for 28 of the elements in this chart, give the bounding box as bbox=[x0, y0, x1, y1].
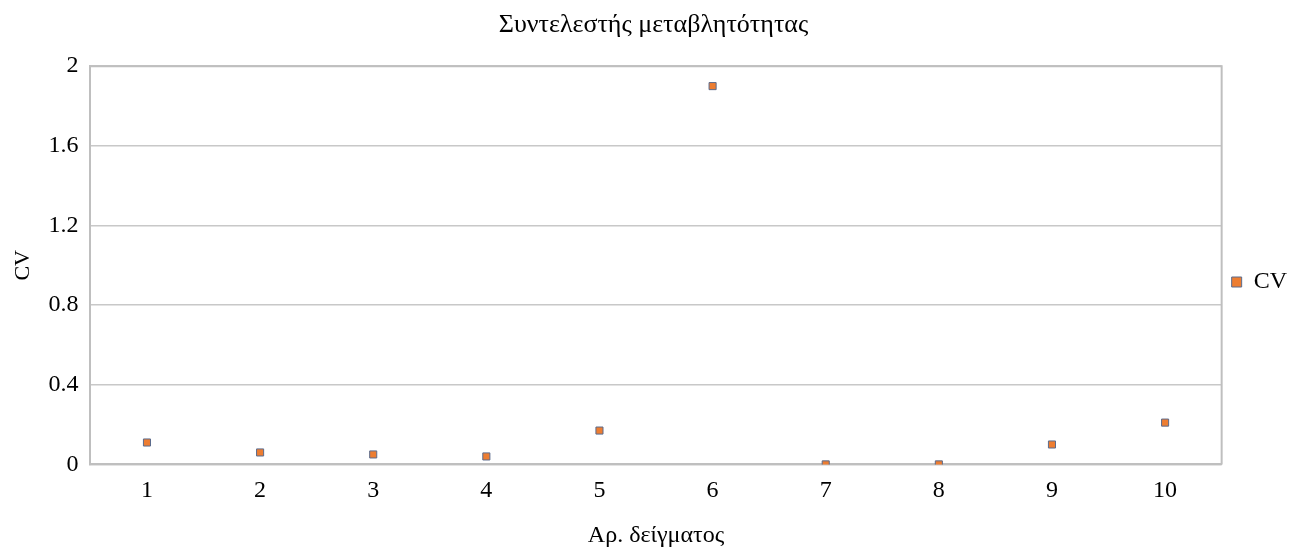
point bbox=[1047, 440, 1057, 449]
y-tick-label: 0.4 bbox=[48, 370, 79, 397]
y-axis-title: CV bbox=[8, 249, 34, 281]
y-tick-label: 0.8 bbox=[48, 290, 79, 317]
y-tick-label: 1.2 bbox=[48, 210, 79, 237]
chart-title: Συντελεστής μεταβλητότητας bbox=[498, 9, 809, 39]
x-tick-label: 10 bbox=[1153, 476, 1178, 503]
point bbox=[595, 426, 604, 435]
point bbox=[708, 82, 717, 91]
point bbox=[369, 450, 378, 459]
y-tick-label: 0 bbox=[66, 449, 79, 476]
y-tick-label: 2 bbox=[66, 51, 79, 78]
x-tick-label: 3 bbox=[367, 476, 380, 503]
x-tick-label: 7 bbox=[819, 476, 832, 503]
x-tick-label: 8 bbox=[932, 476, 945, 503]
x-axis-title: Αρ. δείγματος bbox=[587, 520, 725, 547]
x-tick-label: 6 bbox=[706, 476, 719, 503]
x-tick-label: 2 bbox=[254, 476, 267, 503]
point bbox=[256, 448, 265, 457]
x-tick-label: 1 bbox=[140, 476, 153, 503]
point bbox=[482, 452, 491, 461]
x-tick-label: 4 bbox=[480, 476, 493, 503]
legend-label: CV bbox=[1253, 267, 1288, 294]
x-tick-label: 5 bbox=[593, 476, 606, 503]
point bbox=[1161, 418, 1170, 427]
y-tick-label: 1.6 bbox=[48, 131, 79, 158]
point bbox=[142, 438, 151, 447]
x-tick-label: 9 bbox=[1045, 476, 1058, 503]
